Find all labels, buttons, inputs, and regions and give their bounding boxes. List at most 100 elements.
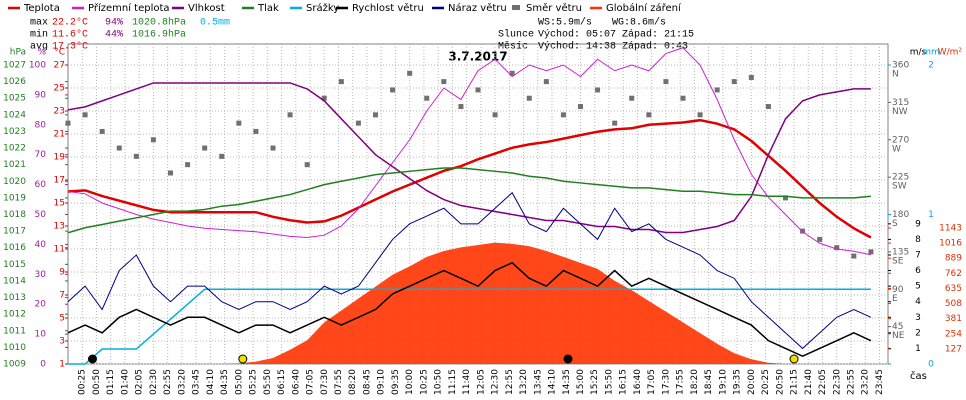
y-tick-label: 1027 [3, 61, 26, 71]
direction-point [458, 104, 464, 110]
direction-point [65, 120, 71, 126]
x-tick-label: 11:40 [462, 369, 472, 395]
stat-value: 22.2°C [52, 17, 88, 29]
compass-label: SE [892, 256, 904, 266]
astro-time: 05:07 [586, 30, 616, 41]
y-tick-label: 889 [945, 254, 962, 264]
x-tick-label: 12:30 [491, 369, 501, 395]
direction-point [133, 153, 139, 159]
x-tick-label: 21:40 [804, 369, 814, 395]
wind-stat: WG:8.6m/s [612, 17, 666, 29]
x-tick-label: 14:10 [548, 369, 558, 395]
chart-title: 3.7.2017 [448, 50, 507, 64]
direction-point [714, 87, 720, 93]
x-tick-label: 13:45 [533, 369, 543, 395]
direction-point [287, 112, 293, 118]
y-tick-label: 360 [892, 61, 909, 71]
y-tick-label: 40 [35, 240, 47, 250]
x-tick-label: 09:10 [377, 369, 387, 395]
direction-point [595, 87, 601, 93]
y-tick-label: 1 [928, 210, 934, 220]
stat-label: min [30, 29, 48, 41]
direction-point [236, 120, 242, 126]
y-tick-label: 1143 [939, 224, 962, 234]
legend-label: Tlak [257, 3, 279, 14]
y-tick-label: 508 [945, 299, 962, 309]
sun-marker [789, 354, 799, 364]
stat-value: 11.6°C [52, 29, 88, 41]
direction-point [373, 112, 378, 118]
direction-point [304, 162, 310, 168]
y-tick-label: 2 [928, 61, 934, 71]
x-tick-label: 17:30 [661, 369, 671, 395]
y-tick-label: 9 [915, 219, 921, 229]
direction-point [99, 128, 105, 134]
x-tick-label: 07:55 [334, 369, 344, 395]
y-tick-label: 1023 [3, 127, 26, 137]
astro-label: Západ: [622, 29, 658, 41]
axis-unit: hPa [10, 48, 26, 58]
axis-unit: % [37, 48, 46, 58]
x-tick-label: 01:40 [120, 369, 130, 395]
x-tick-label: 13:20 [519, 369, 529, 395]
x-tick-label: 02:30 [149, 369, 159, 395]
y-tick-label: 1011 [3, 326, 26, 336]
direction-point [868, 249, 874, 255]
y-tick-label: 5 [59, 314, 65, 324]
y-tick-label: 1024 [3, 110, 26, 120]
x-tick-label: 07:30 [320, 369, 330, 395]
y-tick-label: 1016 [939, 239, 962, 249]
y-tick-label: 6 [915, 266, 921, 276]
direction-point [697, 112, 703, 118]
x-tick-label: 07:05 [306, 369, 316, 395]
stat-value: 17.3°C [52, 41, 88, 53]
direction-point [185, 162, 191, 168]
y-tick-label: 25 [54, 84, 65, 94]
astro-time: 0:43 [664, 42, 688, 53]
x-tick-label: 11:15 [448, 369, 458, 395]
x-tick-label: 22:55 [846, 369, 856, 395]
y-tick-label: 13 [54, 222, 65, 232]
y-tick-label: 4 [915, 297, 921, 307]
direction-point [492, 112, 498, 118]
y-tick-label: 2 [915, 328, 921, 338]
y-tick-label: 180 [892, 210, 909, 220]
x-tick-label: 15:25 [590, 369, 600, 395]
y-tick-label: 225 [892, 173, 909, 183]
stat-value: 94% [105, 18, 123, 29]
y-tick-label: 30 [35, 270, 47, 280]
direction-point [731, 79, 737, 85]
x-tick-label: 19:35 [733, 369, 743, 395]
direction-point [219, 153, 225, 159]
direction-point [526, 95, 532, 101]
compass-label: NW [892, 107, 908, 117]
direction-point [407, 70, 413, 76]
y-tick-label: 10 [35, 330, 47, 340]
x-tick-label: 05:50 [263, 369, 273, 395]
x-tick-label: 06:40 [291, 369, 301, 395]
stat-label: avg [30, 42, 48, 53]
x-tick-label: 10:25 [419, 369, 429, 395]
y-tick-label: 100 [29, 61, 46, 71]
x-tick-label: 01:15 [106, 369, 116, 395]
x-tick-label: 02:05 [135, 369, 145, 395]
wind-stat: WS:5.9m/s [538, 17, 592, 29]
x-tick-label: 00:25 [78, 369, 88, 395]
compass-label: E [892, 294, 898, 304]
axis-unit: mm [922, 48, 940, 58]
astro-label: Západ: [622, 41, 658, 53]
y-tick-label: 635 [945, 284, 962, 294]
x-tick-label: 04:35 [220, 369, 230, 395]
stat-value: 1020.8hPa [132, 17, 186, 29]
astro-label: Měsíc [498, 41, 528, 53]
y-tick-label: 1019 [3, 193, 26, 203]
x-tick-label: 18:20 [690, 369, 700, 395]
legend-label: Směr větru [526, 2, 582, 14]
series-line [67, 261, 872, 358]
y-tick-label: 0 [928, 360, 934, 370]
x-tick-label: 08:45 [362, 369, 372, 395]
legend-label: Náraz větru [448, 2, 507, 14]
stat-label: max [30, 18, 48, 29]
direction-point [338, 79, 344, 85]
compass-label: SW [892, 182, 907, 192]
